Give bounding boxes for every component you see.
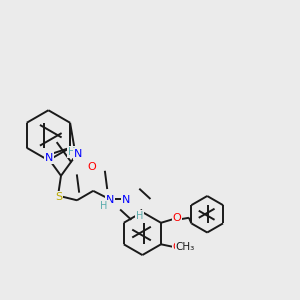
Text: O: O: [87, 162, 96, 172]
Text: N: N: [74, 149, 82, 159]
Text: H: H: [136, 211, 143, 221]
Text: O: O: [172, 213, 181, 223]
Text: H: H: [68, 147, 75, 157]
Text: N: N: [106, 195, 114, 205]
Text: CH₃: CH₃: [176, 242, 195, 252]
Text: N: N: [122, 195, 130, 205]
Text: O: O: [173, 242, 182, 252]
Text: H: H: [100, 201, 108, 211]
Text: N: N: [45, 153, 53, 163]
Text: S: S: [55, 192, 62, 202]
